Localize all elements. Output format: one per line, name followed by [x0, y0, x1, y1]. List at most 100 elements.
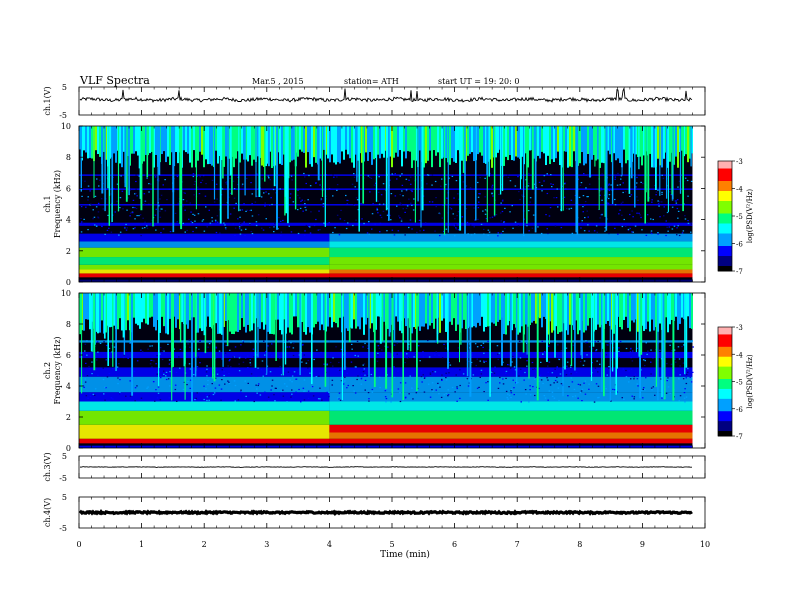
noise-speckle: [157, 386, 160, 388]
hf-column: [461, 126, 463, 161]
noise-speckle: [325, 371, 327, 373]
noise-speckle: [551, 391, 554, 393]
hf-column: [435, 126, 437, 156]
noise-speckle: [114, 211, 116, 213]
noise-speckle: [244, 234, 246, 237]
hf-column: [517, 293, 519, 335]
noise-speckle: [456, 215, 458, 217]
noise-speckle: [484, 213, 487, 215]
noise-speckle: [687, 195, 689, 197]
noise-speckle: [315, 182, 317, 184]
noise-speckle: [159, 210, 161, 212]
hf-column: [291, 126, 293, 161]
noise-speckle: [606, 202, 609, 204]
hf-column: [161, 126, 163, 155]
noise-speckle: [245, 210, 247, 212]
noise-speckle: [201, 220, 204, 222]
hf-column: [339, 293, 341, 318]
hf-column: [117, 293, 119, 330]
noise-speckle: [636, 196, 638, 198]
noise-speckle: [476, 358, 478, 360]
noise-speckle: [525, 393, 527, 395]
noise-speckle: [313, 224, 316, 227]
hf-column: [445, 126, 447, 159]
noise-speckle: [467, 233, 469, 235]
noise-speckle: [304, 203, 306, 205]
noise-speckle: [465, 378, 468, 380]
noise-speckle: [630, 368, 633, 370]
noise-speckle: [470, 361, 473, 364]
noise-speckle: [110, 221, 113, 224]
noise-speckle: [500, 202, 502, 204]
hf-column: [241, 126, 243, 154]
noise-speckle: [459, 397, 461, 399]
noise-speckle: [475, 204, 478, 206]
hf-column: [479, 293, 481, 326]
noise-speckle: [379, 214, 382, 216]
colorbar-segment: [718, 211, 732, 214]
hf-column: [333, 293, 335, 322]
noise-speckle: [88, 365, 90, 368]
noise-speckle: [437, 385, 440, 387]
hf-column: [549, 293, 551, 322]
noise-speckle: [571, 381, 574, 383]
noise-speckle: [199, 362, 201, 364]
noise-speckle: [154, 176, 157, 178]
hf-column: [331, 293, 333, 328]
hf-column: [439, 293, 441, 333]
noise-speckle: [97, 374, 99, 376]
noise-speckle: [97, 351, 99, 353]
hf-column: [515, 126, 517, 157]
y-axis-label: Frequency (kHz): [53, 170, 62, 238]
noise-speckle: [566, 361, 569, 363]
colorbar-segment: [718, 203, 732, 207]
noise-speckle: [326, 224, 328, 226]
noise-speckle: [607, 202, 610, 204]
noise-speckle: [635, 186, 637, 188]
noise-speckle: [582, 211, 584, 213]
noise-speckle: [560, 383, 563, 385]
noise-speckle: [553, 382, 555, 384]
noise-speckle: [434, 354, 436, 356]
noise-speckle: [548, 361, 551, 363]
noise-speckle: [426, 183, 428, 185]
noise-speckle: [98, 185, 100, 187]
hf-column: [427, 293, 429, 330]
noise-speckle: [84, 180, 86, 182]
noise-speckle: [632, 350, 634, 352]
noise-speckle: [334, 227, 336, 229]
noise-speckle: [434, 230, 436, 232]
noise-speckle: [477, 196, 480, 198]
noise-speckle: [683, 344, 685, 346]
hf-column: [659, 293, 661, 324]
noise-speckle: [445, 183, 447, 186]
noise-speckle: [493, 215, 496, 217]
noise-speckle: [645, 234, 648, 236]
noise-speckle: [543, 395, 546, 397]
noise-speckle: [492, 195, 494, 197]
noise-speckle: [621, 214, 623, 216]
noise-speckle: [443, 394, 445, 396]
hf-column: [405, 293, 407, 327]
noise-speckle: [302, 210, 304, 212]
noise-speckle: [158, 178, 160, 180]
hf-column: [407, 126, 409, 152]
noise-speckle: [382, 210, 385, 212]
noise-speckle: [243, 221, 245, 223]
noise-speckle: [411, 228, 413, 230]
noise-speckle: [534, 368, 536, 370]
hf-column: [113, 126, 115, 154]
noise-speckle: [290, 175, 293, 177]
noise-speckle: [655, 194, 657, 196]
hf-column: [347, 293, 349, 331]
noise-speckle: [659, 216, 661, 218]
hf-column: [189, 293, 191, 321]
colorbar-tick-label: -6: [736, 241, 743, 249]
noise-speckle: [487, 399, 489, 401]
hf-column: [329, 293, 331, 318]
hf-column: [651, 126, 653, 168]
y-tick-label: 10: [61, 289, 71, 298]
noise-speckle: [143, 200, 146, 202]
hf-column: [243, 293, 245, 327]
